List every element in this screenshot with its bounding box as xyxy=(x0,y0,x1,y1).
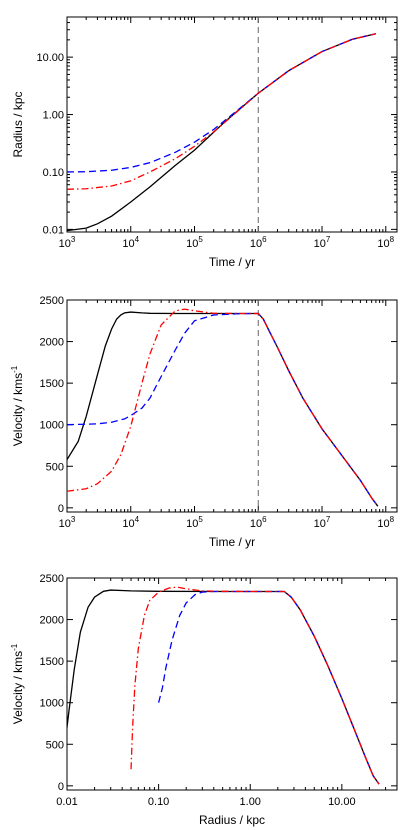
x-tick-label: 0.10 xyxy=(148,796,169,808)
x-tick-label-exp: 3 xyxy=(71,235,76,244)
x-tick-label-base: 10 xyxy=(250,518,262,530)
y-tick-label: 10.00 xyxy=(36,52,64,64)
x-tick-label: 0.01 xyxy=(56,796,77,808)
y-tick-label: 2000 xyxy=(40,337,64,349)
x-tick-label-exp: 7 xyxy=(326,235,331,244)
x-tick-label-base: 10 xyxy=(377,518,389,530)
x-axis-label: Radius / kpc xyxy=(199,813,265,827)
series-line-dashed xyxy=(67,33,377,173)
series-line-solid xyxy=(67,311,379,507)
x-tick-label-base: 10 xyxy=(59,238,71,250)
x-tick-label-base: 10 xyxy=(186,238,198,250)
x-tick-label-base: 10 xyxy=(122,518,134,530)
series-line-dashdot xyxy=(130,586,380,785)
y-axis-label-sup: -1 xyxy=(10,643,19,651)
y-axis-label-main: Velocity / kms xyxy=(11,651,25,724)
y-tick-label: 1500 xyxy=(40,656,64,668)
x-tick-label: 108 xyxy=(377,515,394,530)
series-line-dashed xyxy=(157,590,380,785)
y-tick-label: 2500 xyxy=(40,573,64,585)
x-axis-label: Time / yr xyxy=(209,535,255,549)
y-axis-label: Velocity / kms-1 xyxy=(10,643,25,724)
y-tick-label: 2000 xyxy=(40,615,64,627)
x-tick-label: 103 xyxy=(59,235,76,250)
x-tick-label-exp: 8 xyxy=(390,235,395,244)
y-axis-label-sup: -1 xyxy=(10,365,19,373)
y-tick-label: 1.00 xyxy=(43,110,64,122)
x-tick-label-exp: 3 xyxy=(71,515,76,524)
x-tick-label: 104 xyxy=(122,515,139,530)
x-tick-label: 10.00 xyxy=(328,796,356,808)
x-tick-label: 108 xyxy=(377,235,394,250)
plot-frame xyxy=(66,577,398,791)
x-tick-label: 107 xyxy=(314,235,331,250)
x-tick-label-base: 10 xyxy=(59,518,71,530)
y-tick-label: 1000 xyxy=(40,420,64,432)
y-tick-label: 500 xyxy=(46,461,64,473)
y-tick-label: 0.10 xyxy=(43,167,64,179)
x-tick-label-exp: 6 xyxy=(262,235,267,244)
x-tick-label: 106 xyxy=(250,515,267,530)
x-tick-label-base: 10 xyxy=(314,518,326,530)
y-tick-label: 0 xyxy=(58,503,64,515)
x-tick-label: 105 xyxy=(186,515,203,530)
y-tick-label: 0.01 xyxy=(43,224,64,236)
series-line-dashdot xyxy=(67,308,379,507)
panel-velocity-vs-time: Time / yr Velocity / kms-1 103 104 105 106 1… xyxy=(10,295,398,549)
x-tick-label-exp: 8 xyxy=(390,515,395,524)
x-tick-label: 105 xyxy=(186,235,203,250)
x-tick-label-exp: 7 xyxy=(326,515,331,524)
x-tick-label-base: 10 xyxy=(250,238,262,250)
x-tick-label: 1.00 xyxy=(240,796,261,808)
panel-radius-vs-time: Time / yr Radius / kpc 103 104 105 106 107 10… xyxy=(11,16,398,269)
x-tick-label: 106 xyxy=(250,235,267,250)
x-tick-label-exp: 4 xyxy=(135,235,140,244)
x-tick-label: 103 xyxy=(59,515,76,530)
y-tick-label: 2500 xyxy=(40,295,64,307)
x-tick-label-base: 10 xyxy=(122,238,134,250)
x-tick-label: 107 xyxy=(314,515,331,530)
panel-velocity-vs-radius: Radius / kpc Velocity / kms-1 0.01 0.10 1.… xyxy=(10,573,398,827)
y-tick-label: 1000 xyxy=(40,698,64,710)
y-axis-label: Velocity / kms-1 xyxy=(10,365,25,446)
x-tick-label: 104 xyxy=(122,235,139,250)
x-tick-label-base: 10 xyxy=(314,238,326,250)
series-line-dashdot xyxy=(67,33,377,190)
x-tick-label-exp: 5 xyxy=(198,515,203,524)
x-tick-label-exp: 4 xyxy=(135,515,140,524)
x-tick-label-exp: 5 xyxy=(198,235,203,244)
plot-frame xyxy=(66,16,398,233)
x-axis-label: Time / yr xyxy=(209,255,255,269)
x-tick-label-base: 10 xyxy=(377,238,389,250)
series-line-solid xyxy=(67,33,377,232)
x-tick-label-exp: 6 xyxy=(262,515,267,524)
x-tick-label-base: 10 xyxy=(186,518,198,530)
y-axis-label-main: Velocity / kms xyxy=(11,373,25,446)
y-tick-label: 0 xyxy=(58,781,64,793)
plot-frame xyxy=(66,299,398,513)
y-tick-label: 500 xyxy=(46,739,64,751)
y-axis-label: Radius / kpc xyxy=(11,91,25,157)
y-tick-label: 1500 xyxy=(40,378,64,390)
series-line-dashed xyxy=(67,312,379,507)
series-line-solid xyxy=(67,589,380,785)
